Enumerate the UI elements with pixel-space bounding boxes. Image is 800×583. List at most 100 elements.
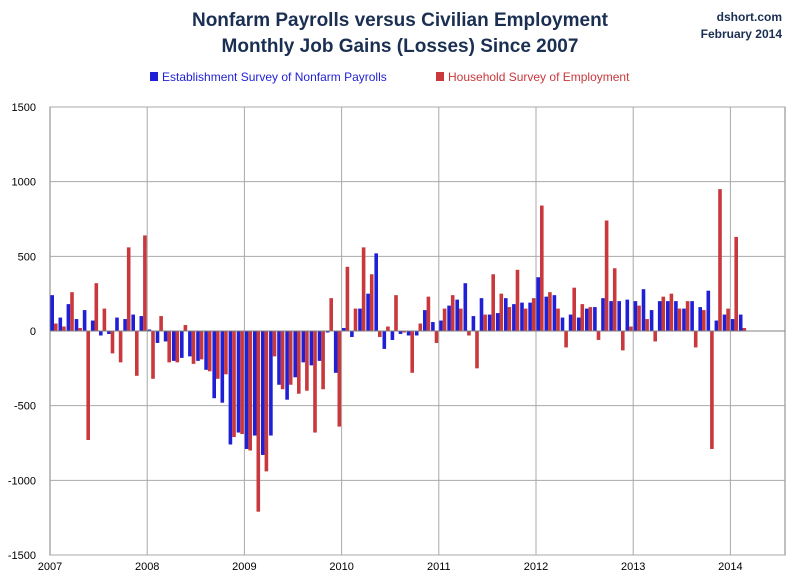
- bar-household-survey: [337, 331, 342, 427]
- bar-household-survey: [677, 308, 682, 331]
- bar-nonfarm-payrolls: [261, 331, 265, 455]
- y-tick-label: -500: [14, 401, 36, 413]
- bar-household-survey: [564, 331, 568, 348]
- bar-household-survey: [742, 328, 747, 331]
- bar-nonfarm-payrolls: [236, 331, 241, 433]
- bar-nonfarm-payrolls: [366, 293, 370, 331]
- x-tick-label: 2008: [135, 561, 159, 573]
- bar-nonfarm-payrolls: [139, 316, 144, 331]
- bar-household-survey: [580, 304, 585, 331]
- bar-nonfarm-payrolls: [350, 331, 354, 337]
- bar-nonfarm-payrolls: [196, 331, 200, 361]
- bar-nonfarm-payrolls: [601, 298, 605, 331]
- bar-nonfarm-payrolls: [536, 277, 540, 331]
- bar-household-survey: [191, 331, 196, 364]
- bar-nonfarm-payrolls: [50, 295, 54, 331]
- bar-nonfarm-payrolls: [617, 301, 621, 331]
- bar-household-survey: [143, 235, 147, 331]
- bar-household-survey: [531, 298, 536, 331]
- bar-household-survey: [499, 293, 504, 331]
- bar-nonfarm-payrolls: [99, 331, 103, 336]
- bar-nonfarm-payrolls: [82, 310, 87, 331]
- bar-household-survey: [118, 331, 123, 363]
- bar-household-survey: [313, 331, 317, 433]
- bar-nonfarm-payrolls: [528, 302, 532, 331]
- bar-household-survey: [297, 331, 301, 394]
- bar-nonfarm-payrolls: [423, 310, 427, 331]
- bar-nonfarm-payrolls: [495, 313, 500, 331]
- bar-nonfarm-payrolls: [285, 331, 289, 400]
- bar-household-survey: [612, 268, 617, 331]
- bar-household-survey: [110, 331, 115, 354]
- bar-household-survey: [718, 189, 722, 331]
- x-tick-label: 2007: [38, 561, 62, 573]
- bar-nonfarm-payrolls: [277, 331, 281, 385]
- bar-household-survey: [604, 220, 609, 331]
- bar-household-survey: [710, 331, 714, 449]
- bar-nonfarm-payrolls: [204, 331, 208, 370]
- bar-nonfarm-payrolls: [163, 331, 168, 342]
- bar-household-survey: [637, 305, 641, 331]
- bar-household-survey: [621, 331, 625, 351]
- bar-household-survey: [216, 331, 220, 379]
- bar-nonfarm-payrolls: [342, 328, 346, 331]
- y-tick-label: 0: [30, 326, 36, 338]
- bar-household-survey: [369, 274, 374, 331]
- bar-nonfarm-payrolls: [155, 331, 160, 343]
- bar-household-survey: [685, 301, 690, 331]
- bar-household-survey: [353, 308, 358, 331]
- bar-household-survey: [54, 323, 58, 331]
- bar-nonfarm-payrolls: [738, 314, 743, 331]
- bar-nonfarm-payrolls: [455, 299, 459, 331]
- bar-household-survey: [734, 236, 738, 331]
- y-tick-label: -1500: [8, 550, 36, 562]
- bar-household-survey: [151, 331, 155, 379]
- bar-nonfarm-payrolls: [471, 316, 476, 331]
- bar-nonfarm-payrolls: [90, 320, 95, 331]
- bar-household-survey: [70, 292, 74, 331]
- x-tick-label: 2009: [232, 561, 256, 573]
- x-tick-label: 2012: [524, 561, 548, 573]
- bar-nonfarm-payrolls: [447, 305, 451, 331]
- chart-title-line2: Monthly Job Gains (Losses) Since 2007: [221, 36, 579, 57]
- bar-nonfarm-payrolls: [649, 310, 654, 331]
- bar-household-survey: [467, 331, 471, 336]
- bar-household-survey: [280, 331, 285, 390]
- bar-household-survey: [661, 296, 666, 331]
- bar-household-survey: [224, 331, 228, 375]
- bar-household-survey: [515, 269, 520, 331]
- bar-nonfarm-payrolls: [544, 296, 549, 331]
- bar-household-survey: [491, 274, 495, 331]
- bar-household-survey: [167, 331, 171, 363]
- bar-household-survey: [240, 331, 244, 435]
- bar-nonfarm-payrolls: [309, 331, 314, 366]
- bar-nonfarm-payrolls: [301, 331, 306, 363]
- bar-nonfarm-payrolls: [479, 298, 484, 331]
- bar-nonfarm-payrolls: [147, 329, 152, 331]
- bar-household-survey: [199, 331, 204, 360]
- bar-nonfarm-payrolls: [406, 331, 411, 336]
- bar-nonfarm-payrolls: [212, 331, 216, 399]
- bar-household-survey: [305, 331, 309, 391]
- bar-nonfarm-payrolls: [576, 317, 581, 331]
- bar-nonfarm-payrolls: [398, 331, 403, 334]
- bar-household-survey: [426, 296, 431, 331]
- bar-nonfarm-payrolls: [317, 331, 322, 361]
- legend-label-household: Household Survey of Employment: [448, 70, 630, 84]
- legend-label-payrolls: Establishment Survey of Nonfarm Payrolls: [162, 70, 387, 84]
- bar-household-survey: [78, 328, 82, 331]
- bar-nonfarm-payrolls: [107, 331, 111, 334]
- bar-nonfarm-payrolls: [730, 319, 735, 331]
- bar-nonfarm-payrolls: [382, 331, 387, 349]
- bar-household-survey: [726, 308, 730, 331]
- bar-household-survey: [483, 314, 487, 331]
- bar-nonfarm-payrolls: [690, 301, 694, 331]
- bar-nonfarm-payrolls: [131, 314, 135, 331]
- bar-household-survey: [693, 331, 698, 348]
- bar-nonfarm-payrolls: [512, 304, 516, 331]
- bar-household-survey: [645, 319, 649, 331]
- bar-household-survey: [159, 316, 163, 331]
- bar-nonfarm-payrolls: [431, 322, 435, 331]
- x-tick-label: 2010: [329, 561, 353, 573]
- chart-title-line1: Nonfarm Payrolls versus Civilian Employm…: [191, 10, 609, 31]
